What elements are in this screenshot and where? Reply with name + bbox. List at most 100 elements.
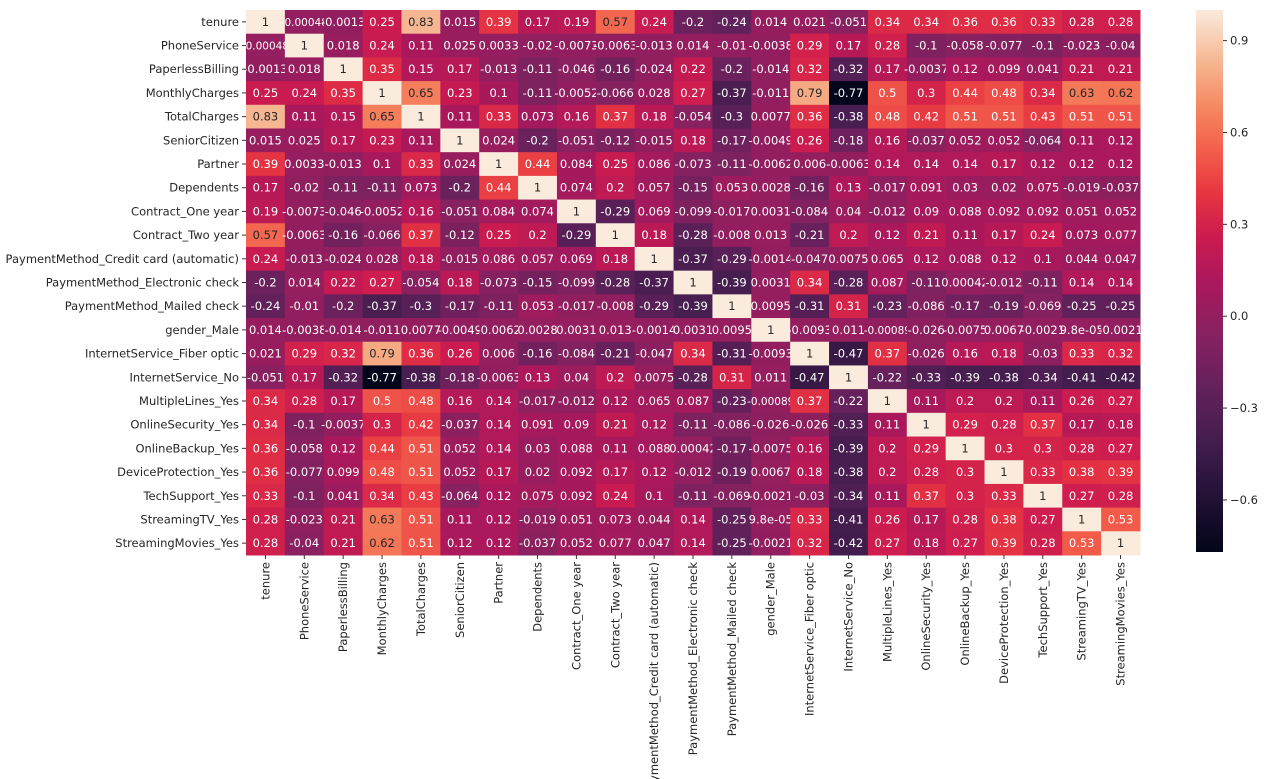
- cell-value-label: 0.073: [599, 512, 632, 526]
- heatmap-cell: [867, 412, 908, 438]
- heatmap-cell: [945, 412, 986, 438]
- heatmap-cell: [945, 507, 986, 532]
- cell-value-label: -0.017: [713, 204, 750, 218]
- cell-value-label: -0.037: [1102, 181, 1139, 195]
- cell-value-label: 0.2: [839, 228, 857, 242]
- cell-value-label: 0.51: [1069, 110, 1095, 124]
- heatmap-cell: [479, 460, 519, 485]
- cell-value-label: 0.29: [797, 39, 823, 53]
- cell-value-label: 0.006: [482, 347, 515, 361]
- heatmap-cell: [440, 531, 480, 556]
- heatmap-cell: [751, 128, 791, 153]
- cell-value-label: 0.006: [793, 157, 826, 171]
- cell-value-label: 0.1: [645, 489, 663, 503]
- heatmap-cell: [246, 341, 286, 366]
- cell-value-label: 0.43: [1030, 110, 1056, 124]
- y-tick-label: DeviceProtection_Yes: [117, 465, 239, 479]
- cell-value-label: 0.14: [680, 512, 706, 526]
- heatmap-cell: [362, 531, 402, 556]
- heatmap-cell: [829, 460, 869, 485]
- cell-value-label: -0.008: [597, 299, 634, 313]
- heatmap-cell: [984, 57, 1024, 82]
- heatmap-cell: [1101, 57, 1141, 82]
- cell-value-label: 0.57: [253, 228, 279, 242]
- cell-value-label: 0.12: [875, 228, 901, 242]
- cell-value-label: 0.17: [991, 157, 1017, 171]
- cell-value-label: 0.36: [253, 465, 279, 479]
- cell-value-label: 0.0028: [751, 181, 791, 195]
- heatmap-cell: [362, 104, 402, 129]
- heatmap-cell: [556, 412, 597, 438]
- heatmap-cell: [246, 483, 286, 509]
- y-tick-label: SeniorCitizen: [163, 133, 239, 147]
- cell-value-label: -0.046: [558, 62, 595, 76]
- heatmap-cell: [751, 436, 791, 461]
- cell-value-label: 0.024: [443, 157, 476, 171]
- heatmap-cell: [712, 365, 752, 390]
- heatmap-cell: [790, 318, 830, 343]
- cell-value-label: 0.088: [949, 204, 982, 218]
- heatmap-cell: [712, 223, 752, 248]
- heatmap-cell: [829, 318, 869, 343]
- cell-value-label: 0.37: [875, 347, 901, 361]
- heatmap-cell: [790, 460, 830, 485]
- heatmap-cell: [790, 10, 830, 35]
- cell-value-label: 0.12: [330, 441, 356, 455]
- heatmap-cell: [984, 10, 1024, 35]
- heatmap-cell: [595, 365, 636, 390]
- cell-value-label: -0.47: [795, 370, 825, 384]
- heatmap-cell: [1062, 152, 1102, 177]
- heatmap-cell: [673, 10, 713, 35]
- cell-value-label: 0.0028: [517, 323, 557, 337]
- heatmap-cell: [479, 128, 519, 153]
- heatmap-cell: [984, 33, 1024, 58]
- cell-value-label: -0.11: [484, 299, 514, 313]
- cell-value-label: 0.00042: [669, 441, 717, 455]
- cell-value-label: -0.21: [795, 228, 825, 242]
- heatmap-cell: [867, 507, 908, 532]
- cell-value-label: 0.19: [564, 15, 590, 29]
- heatmap-cell: [1023, 294, 1063, 319]
- heatmap-cell: [1101, 531, 1141, 556]
- cell-value-label: 0.26: [797, 133, 823, 147]
- cell-value-label: -0.03: [1028, 347, 1058, 361]
- heatmap-cell: [984, 270, 1024, 295]
- cell-value-label: 0.26: [1069, 394, 1095, 408]
- cell-value-label: -0.023: [1063, 39, 1100, 53]
- cell-value-label: 0.1: [490, 86, 508, 100]
- heatmap-cell: [634, 175, 675, 201]
- cell-value-label: 0.12: [1108, 133, 1134, 147]
- cell-value-label: 0.044: [638, 512, 671, 526]
- heatmap-cell: [945, 460, 986, 485]
- cell-value-label: 0.065: [871, 252, 904, 266]
- heatmap-cell: [790, 104, 830, 129]
- heatmap-cell: [556, 223, 597, 248]
- cell-value-label: 0.047: [1104, 252, 1137, 266]
- heatmap-cell: [362, 483, 402, 509]
- cell-value-label: 0.33: [486, 110, 512, 124]
- cell-value-label: -0.086: [908, 299, 945, 313]
- heatmap-cell: [401, 365, 441, 390]
- cell-value-label: -0.0052: [360, 204, 404, 218]
- cell-value-label: -0.11: [523, 62, 553, 76]
- x-tick-label: OnlineSecurity_Yes: [919, 562, 933, 671]
- heatmap-cell: [246, 318, 286, 343]
- heatmap-cell: [440, 460, 480, 485]
- heatmap-cell: [712, 33, 752, 58]
- heatmap-cell: [401, 460, 441, 485]
- heatmap-cell: [906, 389, 947, 414]
- heatmap-cell: [634, 33, 675, 58]
- cell-value-label: 1: [1039, 489, 1046, 503]
- heatmap-cell: [867, 33, 908, 58]
- heatmap-cell: [518, 152, 558, 177]
- cell-value-label: 0.052: [443, 441, 476, 455]
- heatmap-cell: [246, 436, 286, 461]
- heatmap-cell: [401, 294, 441, 319]
- heatmap-cell: [595, 246, 636, 272]
- heatmap-cell: [479, 507, 519, 532]
- heatmap-cell: [479, 223, 519, 248]
- cell-value-label: -0.29: [562, 228, 592, 242]
- cell-value-label: -0.01: [289, 299, 319, 313]
- cell-value-label: -0.22: [872, 370, 902, 384]
- heatmap-cell: [634, 294, 675, 319]
